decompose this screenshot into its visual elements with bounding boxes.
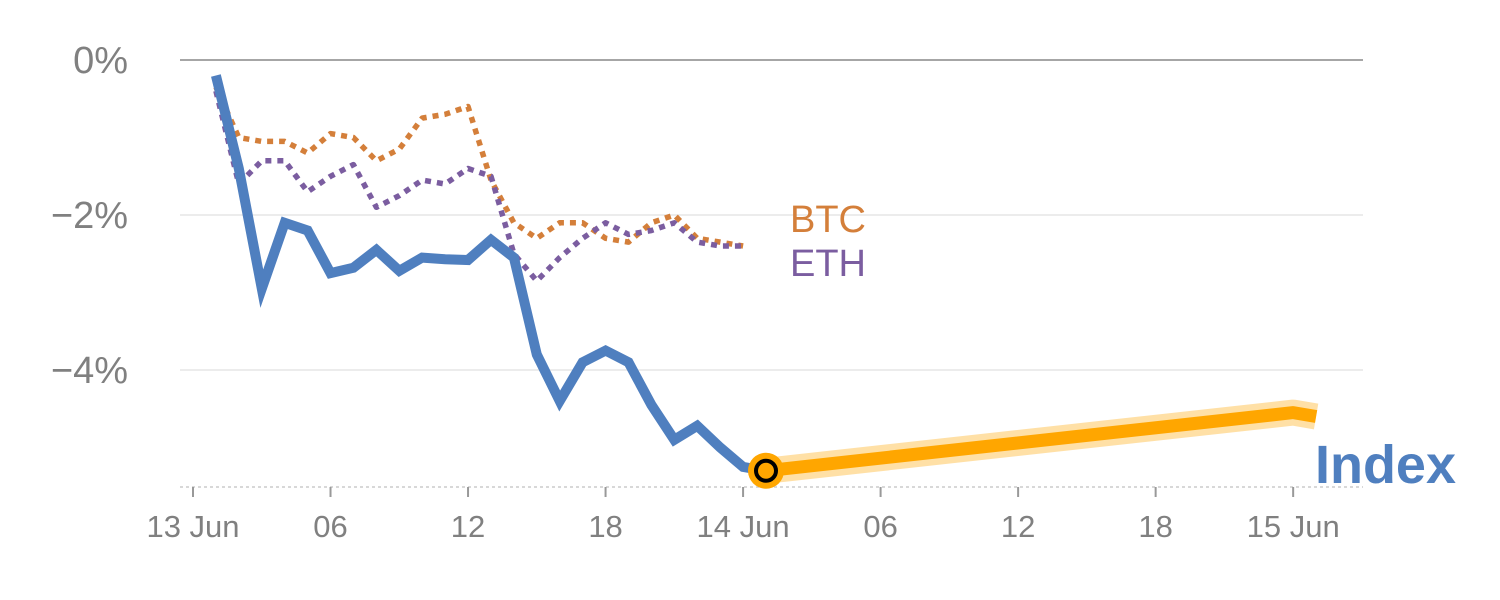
series-label-index: Index: [1315, 435, 1456, 495]
y-tick-label: −2%: [51, 195, 128, 237]
series-line-eth: [213, 90, 744, 284]
y-tick-label: −4%: [51, 350, 128, 392]
x-tick-label: 15 Jun: [1247, 509, 1340, 544]
highlight-point: [754, 458, 778, 483]
x-axis: 13 Jun 06 12 18 14 Jun 06 12 18 15 Jun: [146, 486, 1363, 544]
x-tick-label: 18: [1138, 509, 1172, 544]
x-tick-label: 12: [451, 509, 485, 544]
series-line-btc: [213, 85, 744, 249]
series-lines: [211, 74, 1319, 489]
y-tick-label: 0%: [73, 40, 128, 82]
series-line-index: [211, 74, 767, 476]
x-tick-label: 12: [1001, 509, 1035, 544]
series-label-btc: BTC: [790, 199, 866, 241]
x-tick-label: 06: [313, 509, 347, 544]
x-tick-label: 18: [588, 509, 622, 544]
x-tick-label: 14 Jun: [697, 509, 790, 544]
x-tick-label: 06: [863, 509, 897, 544]
forecast-line: [765, 406, 1318, 478]
grid-lines: [180, 59, 1363, 371]
y-axis: 0% −2% −4%: [51, 40, 128, 392]
series-label-eth: ETH: [790, 243, 866, 285]
x-tick-label: 13 Jun: [146, 509, 239, 544]
highlight-point-halo: [748, 452, 784, 489]
